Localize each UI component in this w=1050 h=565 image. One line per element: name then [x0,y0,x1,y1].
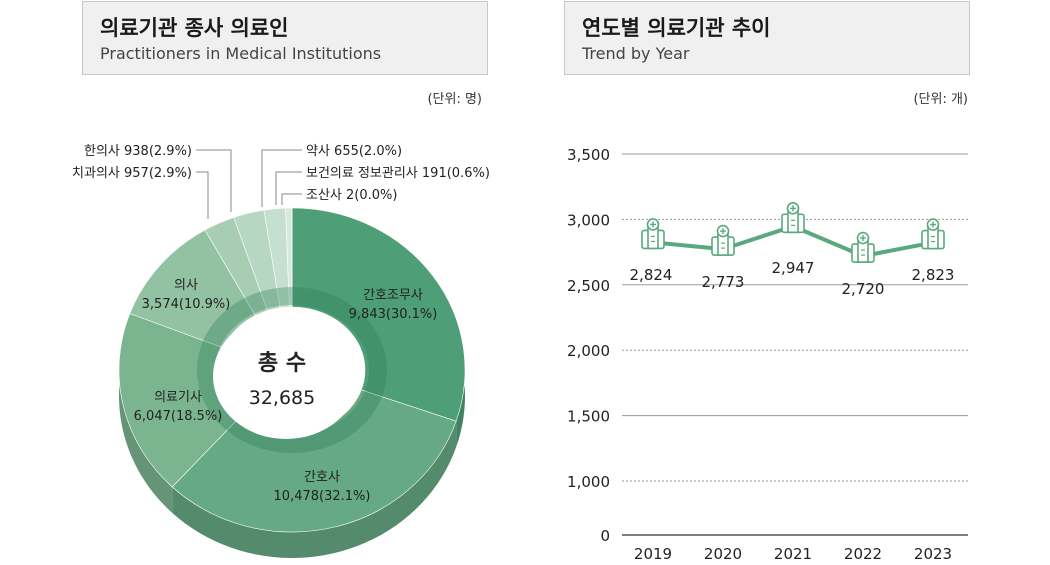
line-xticks: 2019 2020 2021 2022 2023 [634,545,952,563]
line-grid [622,153,968,536]
y-tick-label: 3,500 [567,146,610,164]
hospital-icon [641,218,665,250]
donut-hole [213,313,359,439]
x-tick-label: 2023 [914,545,952,563]
slice-label-name-nurse-aide: 간호조무사 [363,288,423,303]
point-value-label: 2,720 [842,280,885,298]
right-title-ko: 연도별 의료기관 추이 [582,16,771,40]
y-tick-label: 3,000 [567,211,610,229]
callout-label-midwife: 조산사 2(0.0%) [306,188,397,203]
left-title-en: Practitioners in Medical Institutions [100,44,382,63]
point-value-label: 2,823 [912,266,955,284]
callout-line-dentist [196,171,209,219]
callout-line-info-manager [275,171,302,205]
x-tick-label: 2021 [774,545,812,563]
line-markers [641,202,945,263]
right-title-box: 연도별 의료기관 추이 Trend by Year [564,1,970,75]
line-chart: 0 1,000 1,500 2,000 2,500 3,000 3,500 2019 2020… [567,146,968,563]
line-yticks: 0 1,000 1,500 2,000 2,500 3,000 3,500 [567,146,610,545]
slice-label-name-doctor: 의사 [174,278,198,293]
x-tick-label: 2022 [844,545,882,563]
donut-side-1 [172,421,457,558]
x-tick-label: 2020 [704,545,742,563]
donut-slices [118,207,466,533]
callout-line-midwife [281,193,302,205]
left-title-ko: 의료기관 종사 의료인 [100,16,289,40]
left-title-box: 의료기관 종사 의료인 Practitioners in Medical Ins… [82,1,488,75]
point-value-label: 2,824 [630,266,673,284]
line-labels: 2,824 2,773 2,947 2,720 2,823 [630,259,955,298]
y-tick-label: 2,500 [567,277,610,295]
y-tick-label: 2,000 [567,342,610,360]
y-tick-label: 0 [600,527,610,545]
hospital-icon [781,202,805,234]
point-value-label: 2,947 [772,259,815,277]
donut-chart: 총 수 32,685 간호조무사 9,843(30.1%) 간호사 10,478… [72,144,490,558]
hospital-icon [851,231,875,263]
slice-label-name-technician: 의료기사 [154,390,202,405]
y-tick-label: 1,500 [567,408,610,426]
callout-label-pharmacist: 약사 655(2.0%) [306,144,402,159]
point-value-label: 2,773 [702,273,745,291]
callout-label-info-manager: 보건의료 정보관리사 191(0.6%) [306,166,490,181]
left-unit: (단위: 명) [427,92,482,107]
hospital-icon [921,218,945,250]
slice-label-value-doctor: 3,574(10.9%) [142,297,231,312]
y-tick-label: 1,000 [567,473,610,491]
right-unit: (단위: 개) [913,92,968,107]
slice-label-value-technician: 6,047(18.5%) [134,409,223,424]
slice-label-name-nurse: 간호사 [304,470,340,485]
donut-inner-bevel [196,287,388,453]
donut-slice-0 [291,207,466,422]
callout-label-dentist: 치과의사 957(2.9%) [72,166,192,181]
x-tick-label: 2019 [634,545,672,563]
hospital-icon [711,224,735,256]
donut-center-label: 총 수 [258,351,306,376]
right-title-en: Trend by Year [582,44,690,63]
slice-label-value-nurse: 10,478(32.1%) [274,489,371,504]
callout-line-pharmacist [261,149,302,207]
callout-line-oriental-doctor [196,149,232,212]
slice-label-value-nurse-aide: 9,843(30.1%) [349,307,438,322]
callout-label-oriental-doctor: 한의사 938(2.9%) [84,144,192,159]
donut-center-value: 32,685 [249,387,315,409]
